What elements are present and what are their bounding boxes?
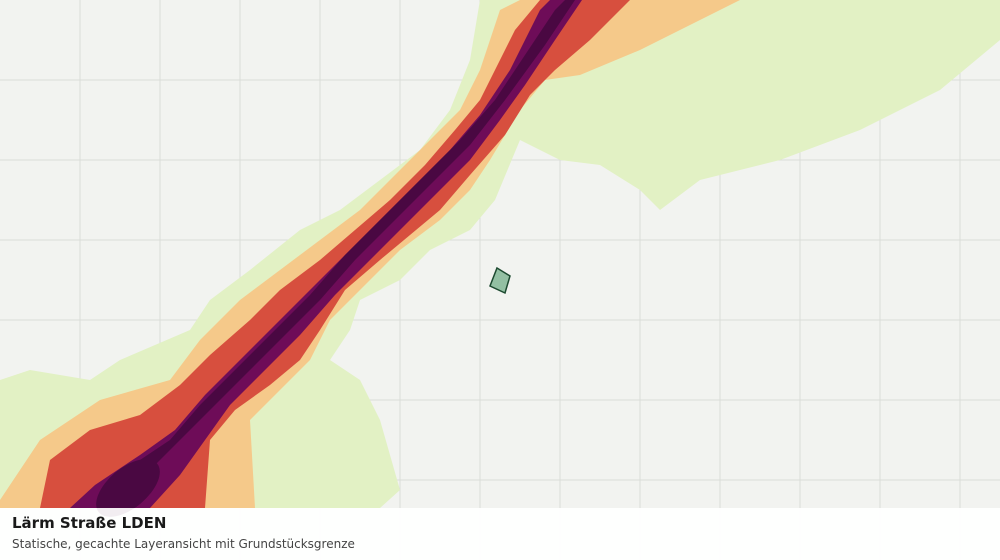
noise-zone-core	[96, 459, 160, 517]
parcel-boundary	[489, 266, 511, 295]
layer-subtitle: Statische, gecachte Layeransicht mit Gru…	[12, 537, 355, 551]
legend-caption: Lärm Straße LDEN Statische, gecachte Lay…	[0, 508, 1000, 560]
layer-title: Lärm Straße LDEN	[12, 514, 167, 532]
